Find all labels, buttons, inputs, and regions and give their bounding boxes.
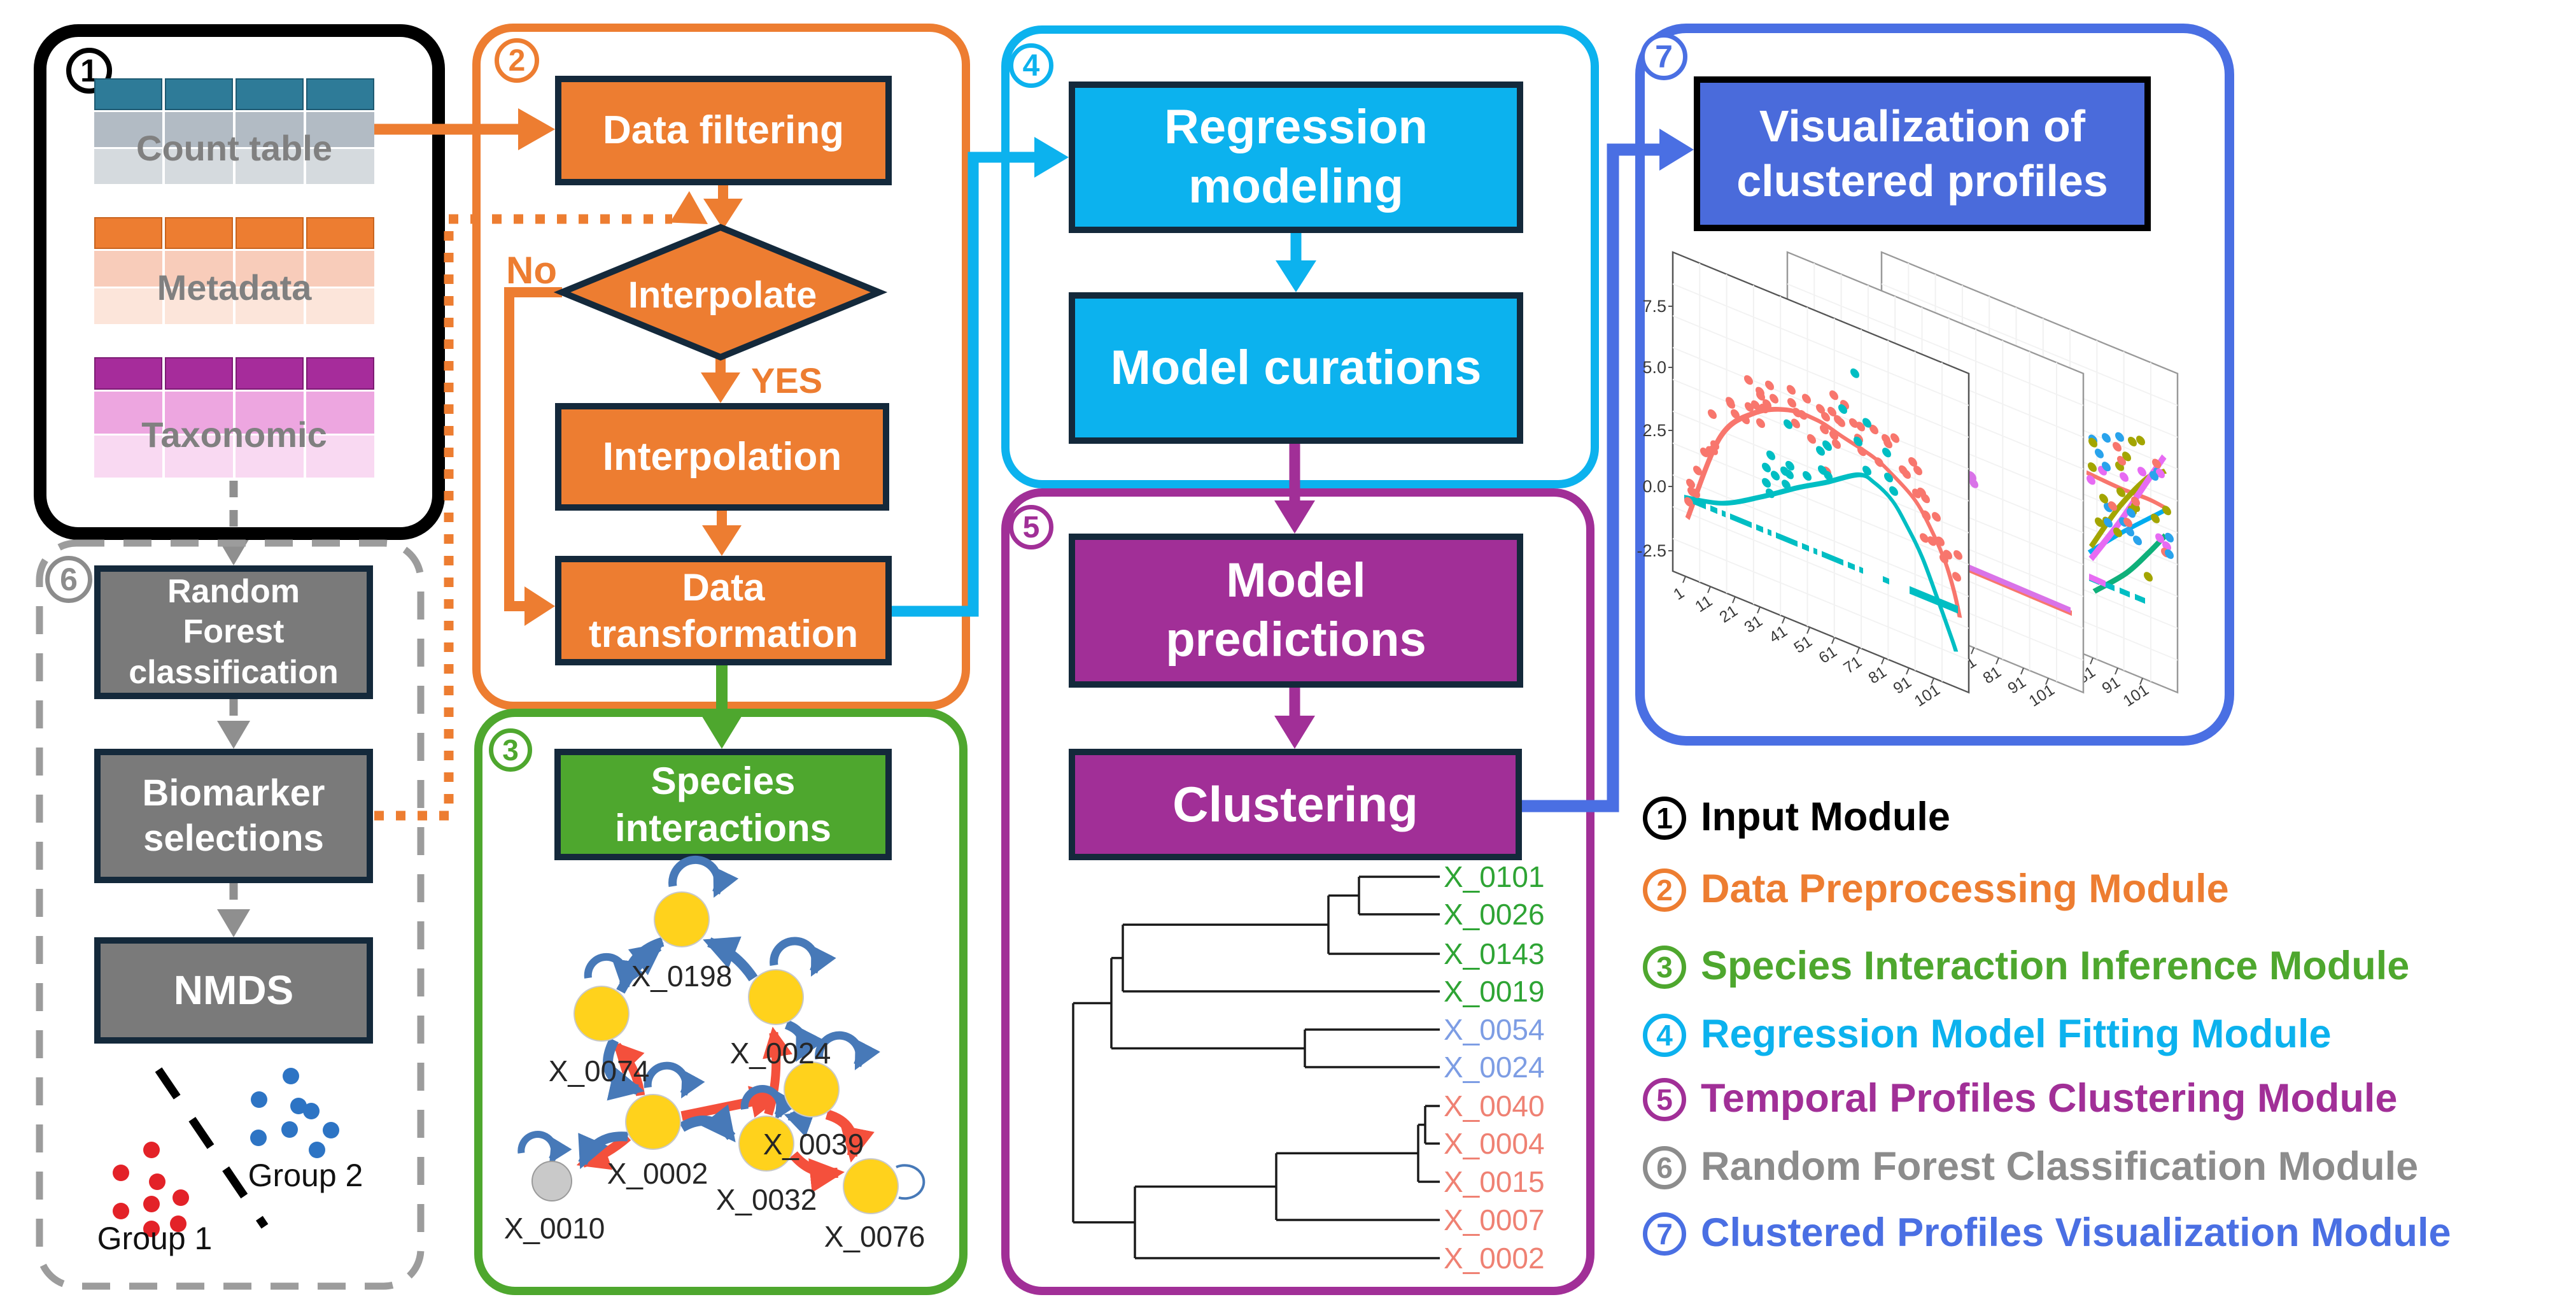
svg-text:Group 1: Group 1 [97,1221,213,1256]
svg-text:31: 31 [1741,612,1766,637]
svg-text:X_0002: X_0002 [1444,1242,1545,1275]
svg-text:Group 2: Group 2 [248,1158,363,1193]
svg-text:X_0019: X_0019 [1444,975,1545,1008]
svg-text:91: 91 [2099,673,2123,698]
svg-text:-2.5: -2.5 [1636,541,1666,560]
svg-text:11: 11 [1692,592,1715,616]
svg-text:91: 91 [2004,673,2029,698]
svg-text:X_0024: X_0024 [730,1037,831,1070]
svg-text:X_0101: X_0101 [1444,860,1545,893]
svg-text:5.0: 5.0 [1642,358,1666,377]
svg-text:X_0004: X_0004 [1444,1127,1545,1160]
svg-text:X_0040: X_0040 [1444,1089,1545,1123]
svg-text:X_0024: X_0024 [1444,1051,1545,1084]
svg-text:81: 81 [1980,663,2004,688]
svg-text:X_0054: X_0054 [1444,1013,1545,1046]
svg-text:41: 41 [1766,622,1791,647]
svg-text:X_0010: X_0010 [504,1212,605,1245]
svg-text:101: 101 [1911,681,1943,710]
svg-text:2.5: 2.5 [1642,421,1666,440]
svg-text:7.5: 7.5 [1642,297,1666,316]
svg-text:X_0015: X_0015 [1444,1165,1545,1198]
svg-text:X_0039: X_0039 [763,1128,864,1161]
svg-text:X_0032: X_0032 [716,1183,817,1216]
svg-text:21: 21 [1716,602,1741,627]
svg-text:61: 61 [1815,642,1840,667]
svg-text:1: 1 [1670,584,1687,604]
svg-text:X_0007: X_0007 [1444,1203,1545,1237]
svg-text:0.0: 0.0 [1642,477,1666,496]
svg-text:X_0143: X_0143 [1444,937,1545,970]
svg-text:51: 51 [1791,632,1815,657]
svg-text:X_0074: X_0074 [549,1054,650,1088]
svg-text:81: 81 [1865,663,1890,688]
svg-text:101: 101 [2026,681,2058,710]
svg-text:X_0198: X_0198 [631,960,733,993]
svg-text:91: 91 [1890,673,1915,698]
svg-text:X_0076: X_0076 [824,1220,926,1253]
svg-text:101: 101 [2120,681,2152,710]
svg-text:X_0002: X_0002 [607,1157,708,1190]
svg-text:X_0026: X_0026 [1444,898,1545,931]
svg-text:71: 71 [1840,653,1865,677]
